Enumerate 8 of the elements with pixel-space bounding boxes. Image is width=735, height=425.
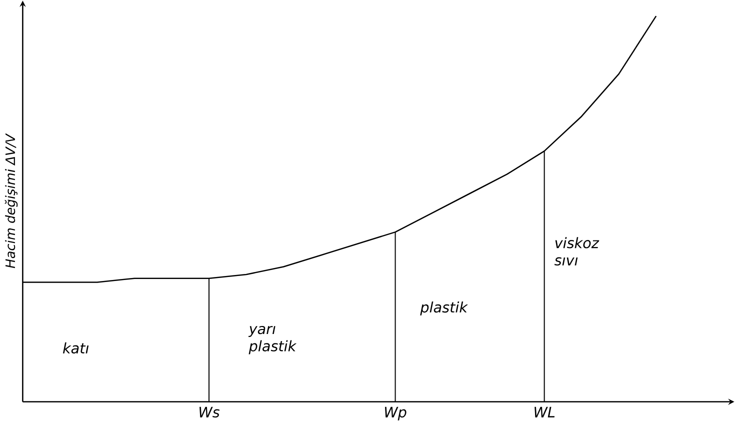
x-tick-label: Ws (200, 406, 220, 418)
annotation: viskoz sıvı (554, 237, 600, 266)
x-tick-label: WL (534, 406, 555, 418)
y-axis-title: Hacim değişimi ΔV/V (4, 133, 18, 268)
annotation: katı (62, 342, 89, 354)
x-tick-label: Wp (385, 406, 406, 420)
annotation: yarı plastik (248, 326, 297, 354)
annotation: plastik (420, 301, 468, 316)
